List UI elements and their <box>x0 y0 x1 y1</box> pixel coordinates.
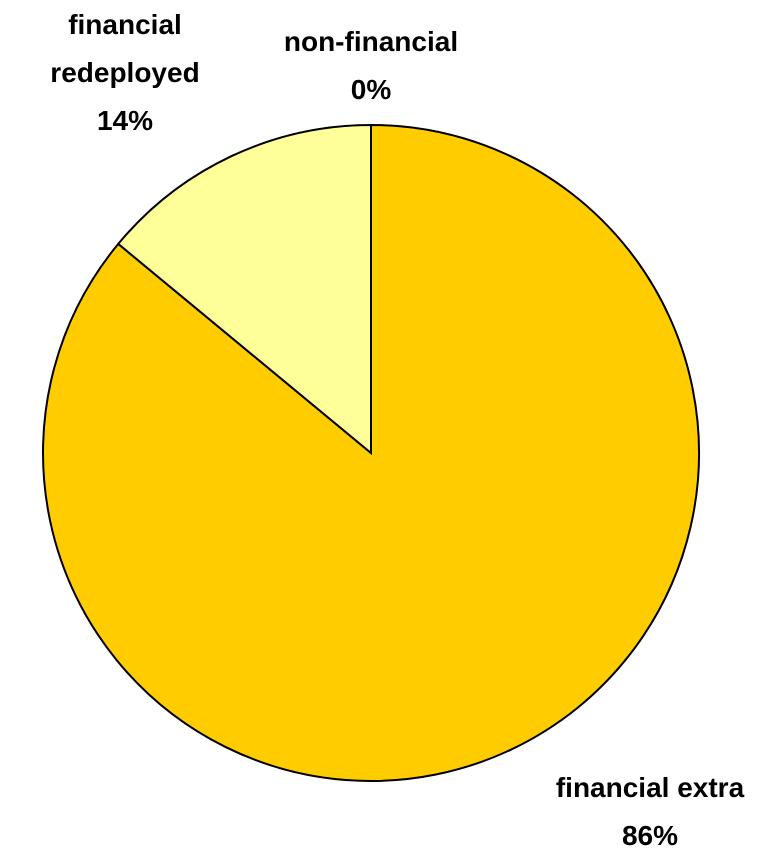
pie-slice <box>42 123 700 782</box>
slice-label: financial extra 86% <box>510 764 782 853</box>
slice-label: non-financial 0% <box>241 18 501 114</box>
pie-slice <box>116 123 372 456</box>
value-label: 14% <box>96 105 154 136</box>
category-label: financial redeployed <box>50 9 200 88</box>
value-label: 0% <box>350 74 392 105</box>
category-label: financial extra <box>555 772 745 803</box>
category-label: non-financial <box>283 26 459 57</box>
slice-label: financial redeployed 14% <box>5 1 245 145</box>
value-label: 86% <box>621 820 679 851</box>
